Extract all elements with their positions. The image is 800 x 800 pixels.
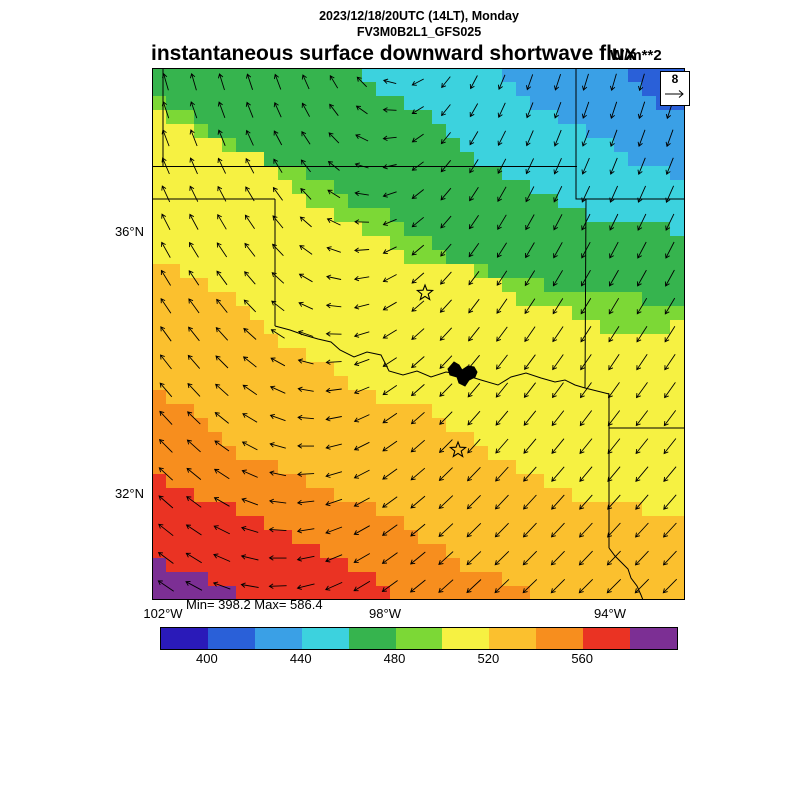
plot-units-label: W/m**2 — [610, 47, 662, 64]
lake-water-body — [447, 361, 478, 387]
lat-label-32n: 32°N — [114, 486, 144, 501]
valid-time-line: 2023/12/18/20UTC (14LT), Monday — [319, 9, 519, 23]
wind-arrows-layer — [157, 72, 678, 594]
colorbar-tick-label: 520 — [477, 651, 500, 666]
colorbar-segment — [395, 628, 443, 649]
colorbar-tick-label: 480 — [383, 651, 406, 666]
colorbar-tick-label: 560 — [571, 651, 594, 666]
colorbar-tick-label: 440 — [289, 651, 312, 666]
lon-label-102w: 102°W — [143, 606, 183, 621]
colorbar — [160, 627, 678, 650]
colorbar-tick-label: 400 — [196, 651, 218, 666]
plot-title: instantaneous surface downward shortwave… — [151, 42, 637, 65]
colorbar-segment — [301, 628, 349, 649]
colorbar-segment — [630, 628, 677, 649]
colorbar-segment — [161, 628, 208, 649]
wind-reference-arrow-icon — [665, 90, 684, 98]
lon-label-94w: 94°W — [594, 606, 626, 621]
model-name-line: FV3M0B2L1_GFS025 — [356, 25, 482, 39]
wind-reference-legend: 8 — [660, 71, 690, 106]
colorbar-segment — [348, 628, 396, 649]
star-marker — [415, 283, 435, 301]
lon-label-98w: 98°W — [369, 606, 401, 621]
map-plot — [152, 68, 685, 601]
lat-label-36n: 36°N — [114, 224, 144, 239]
colorbar-segment — [207, 628, 255, 649]
wind-reference-value: 8 — [671, 72, 679, 86]
colorbar-segment — [254, 628, 302, 649]
colorbar-segment — [536, 628, 584, 649]
colorbar-segment — [442, 628, 490, 649]
star-marker — [448, 440, 468, 458]
contour-fill-layer — [152, 68, 685, 600]
colorbar-segment — [583, 628, 631, 649]
colorbar-segment — [489, 628, 537, 649]
minmax-stats: Min= 398.2 Max= 586.4 — [186, 597, 323, 612]
map-frame — [152, 68, 685, 600]
state-borders-layer — [152, 68, 685, 601]
